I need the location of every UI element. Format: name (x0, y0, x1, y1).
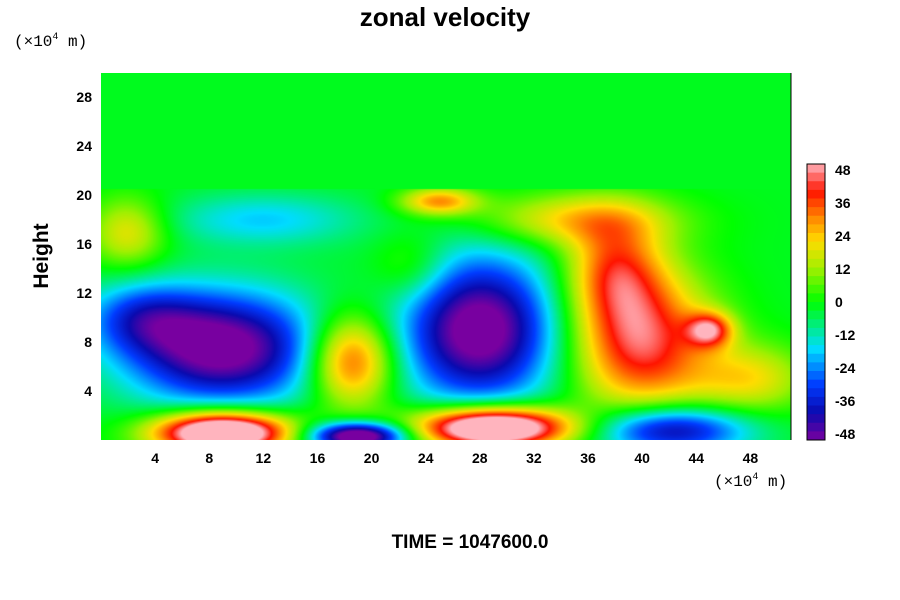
x-tick-label: 4 (151, 450, 159, 466)
y-tick-label: 12 (76, 285, 92, 302)
colorbar-band (807, 310, 825, 320)
colorbar-band (807, 371, 825, 381)
x-tick-label: 48 (742, 450, 759, 466)
colorbar-band (807, 293, 825, 303)
colorbar-band (807, 258, 825, 268)
chart-title: zonal velocity (359, 2, 531, 32)
colorbar-band (807, 207, 825, 217)
colorbar-band (807, 241, 825, 251)
y-tick-label: 28 (76, 89, 92, 106)
colorbar-band (807, 345, 825, 355)
colorbar-band (807, 414, 825, 424)
heatmap-field (101, 73, 791, 440)
colorbar-tick-label: 12 (835, 260, 851, 277)
y-unit-prefix: (×10 (14, 33, 53, 51)
y-tick-label: 24 (76, 138, 92, 155)
x-tick-label: 40 (634, 450, 650, 466)
x-tick-label: 36 (580, 450, 596, 466)
colorbar-band (807, 164, 825, 174)
colorbar-band (807, 396, 825, 406)
colorbar-band (807, 353, 825, 363)
y-tick-label: 8 (84, 334, 92, 351)
colorbar-tick-label: -48 (835, 426, 856, 443)
colorbar-band (807, 302, 825, 312)
x-unit-prefix: (×10 (714, 473, 753, 491)
y-tick-label: 4 (84, 383, 92, 400)
x-tick-label: 12 (255, 450, 272, 466)
colorbar-band (807, 327, 825, 337)
colorbar-band (807, 215, 825, 225)
colorbar-band (807, 319, 825, 329)
colorbar-band (807, 224, 825, 234)
colorbar-tick-label: 36 (835, 194, 851, 211)
colorbar-band (807, 276, 825, 286)
colorbar-tick-label: 0 (835, 294, 843, 310)
colorbar-band (807, 284, 825, 294)
colorbar-band (807, 181, 825, 191)
x-tick-label: 24 (417, 450, 434, 466)
x-axis-unit: (×104 m) (714, 472, 787, 491)
colorbar-border (806, 163, 826, 441)
x-tick-label: 8 (205, 450, 214, 466)
colorbar-tick-label: -12 (835, 327, 856, 344)
x-tick-label: 20 (363, 450, 380, 466)
colorbar-band (807, 233, 825, 243)
colorbar-tick-label: 48 (835, 161, 851, 178)
colorbar-band (807, 422, 825, 432)
time-label: TIME = 1047600.0 (391, 532, 549, 553)
x-tick-label: 16 (309, 450, 326, 466)
colorbar-band (807, 362, 825, 372)
y-tick-label: 16 (76, 236, 92, 253)
x-tick-label: 28 (472, 450, 488, 466)
y-unit-exponent: 4 (52, 32, 59, 43)
colorbar-band (807, 198, 825, 208)
colorbar-band (807, 388, 825, 398)
colorbar-band (807, 405, 825, 415)
x-unit-exponent: 4 (752, 472, 759, 483)
colorbar (807, 164, 825, 441)
colorbar-band (807, 250, 825, 260)
y-tick-label: 20 (76, 187, 92, 204)
colorbar-band (807, 431, 825, 441)
colorbar-tick-label: -24 (835, 360, 856, 377)
y-axis-unit: (×104 m) (14, 32, 87, 51)
colorbar-band (807, 336, 825, 346)
colorbar-band (807, 189, 825, 199)
colorbar-band (807, 172, 825, 182)
colorbar-tick-label: 24 (835, 227, 851, 244)
x-tick-label: 32 (526, 450, 542, 466)
colorbar-tick-label: -36 (835, 393, 856, 410)
colorbar-band (807, 379, 825, 389)
x-tick-label: 44 (688, 450, 705, 466)
y-unit-suffix: m) (58, 33, 88, 51)
colorbar-band (807, 267, 825, 277)
x-unit-suffix: m) (758, 473, 788, 491)
